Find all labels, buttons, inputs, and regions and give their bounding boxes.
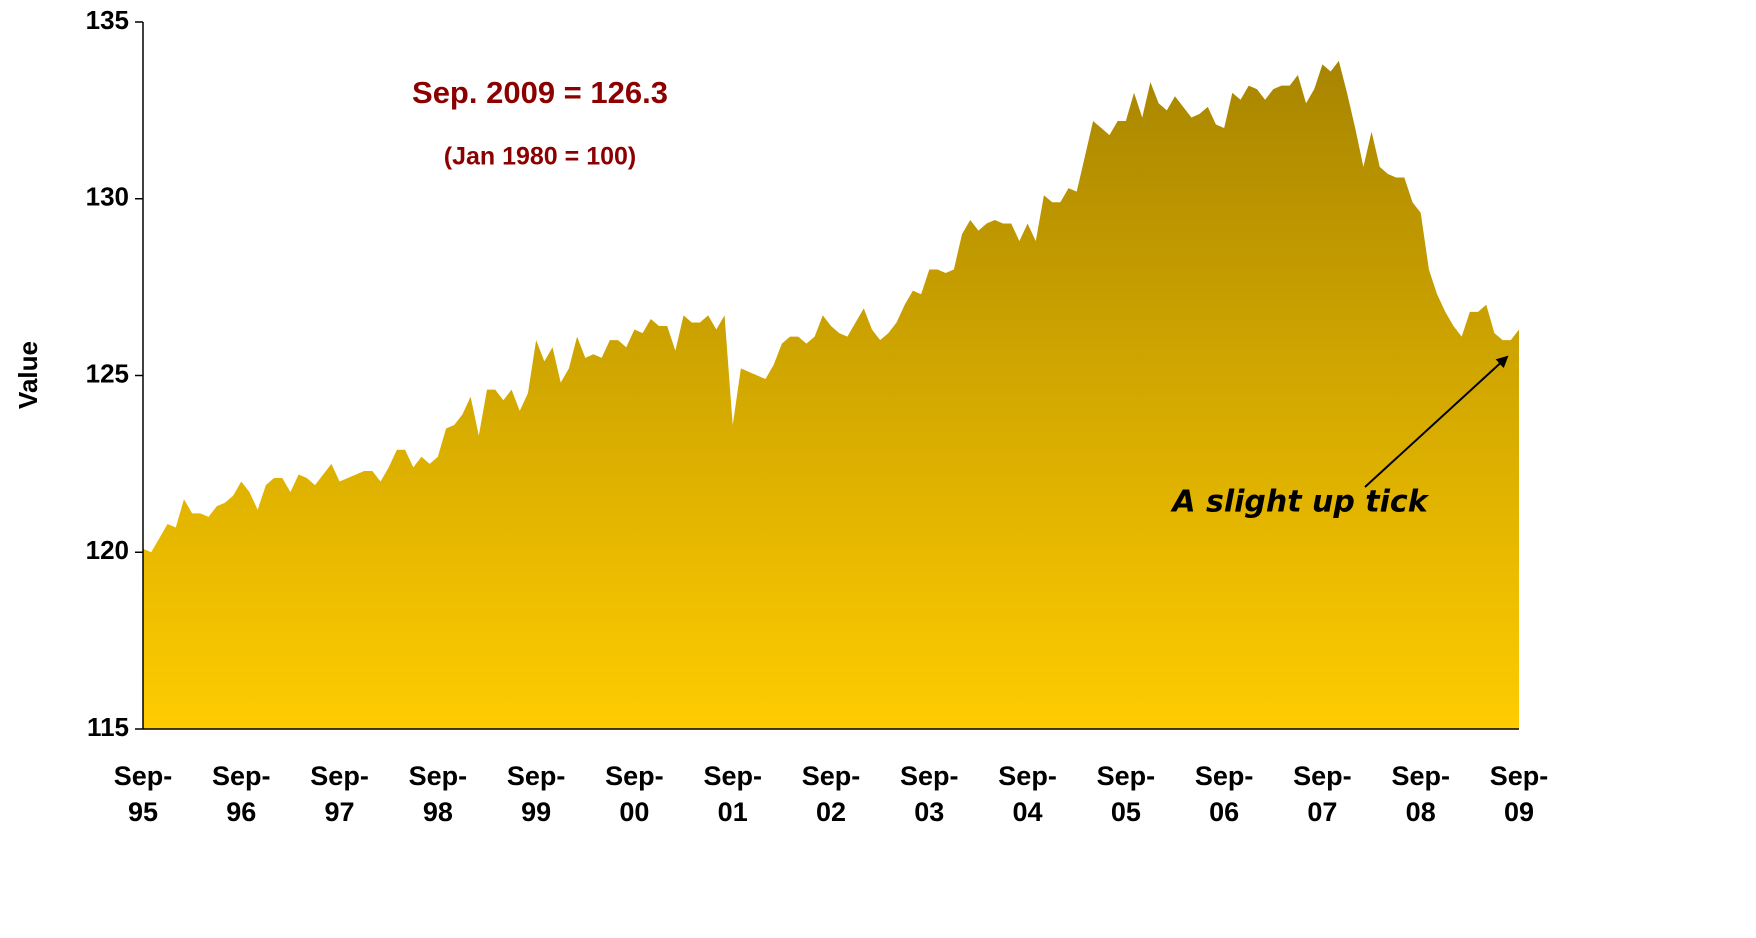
x-tick-label: Sep-98 [408,761,468,827]
annotation: A slight up tick [1170,485,1429,520]
x-tick-label: Sep-96 [212,761,271,827]
y-tick-label: 130 [86,182,129,212]
x-tick-label: Sep-01 [703,761,762,827]
x-tick-label: Sep-04 [998,761,1057,827]
y-tick-label: 125 [86,358,129,388]
x-tick-label: Sep-02 [801,761,861,827]
annotation: (Jan 1980 = 100) [444,143,637,171]
y-tick-label: 135 [86,5,129,35]
x-tick-label: Sep-09 [1489,761,1549,827]
x-tick-label: Sep-97 [310,761,369,827]
x-tick-label: Sep-06 [1194,761,1254,827]
annotation: Sep. 2009 = 126.3 [412,75,668,110]
x-tick-label: Sep-08 [1391,761,1450,827]
y-tick-label: 115 [87,712,129,742]
x-tick-label: Sep-00 [605,761,664,827]
x-tick-label: Sep-99 [506,761,566,827]
x-tick-label: Sep-07 [1293,761,1352,827]
y-tick-label: 120 [86,535,129,565]
annotation-arrow [1364,355,1509,488]
x-tick-label: Sep-05 [1096,761,1156,827]
x-tick-label: Sep-95 [113,761,173,827]
area [143,60,1519,729]
x-tick-label: Sep-03 [900,761,959,827]
y-axis-label: Value [13,341,43,409]
